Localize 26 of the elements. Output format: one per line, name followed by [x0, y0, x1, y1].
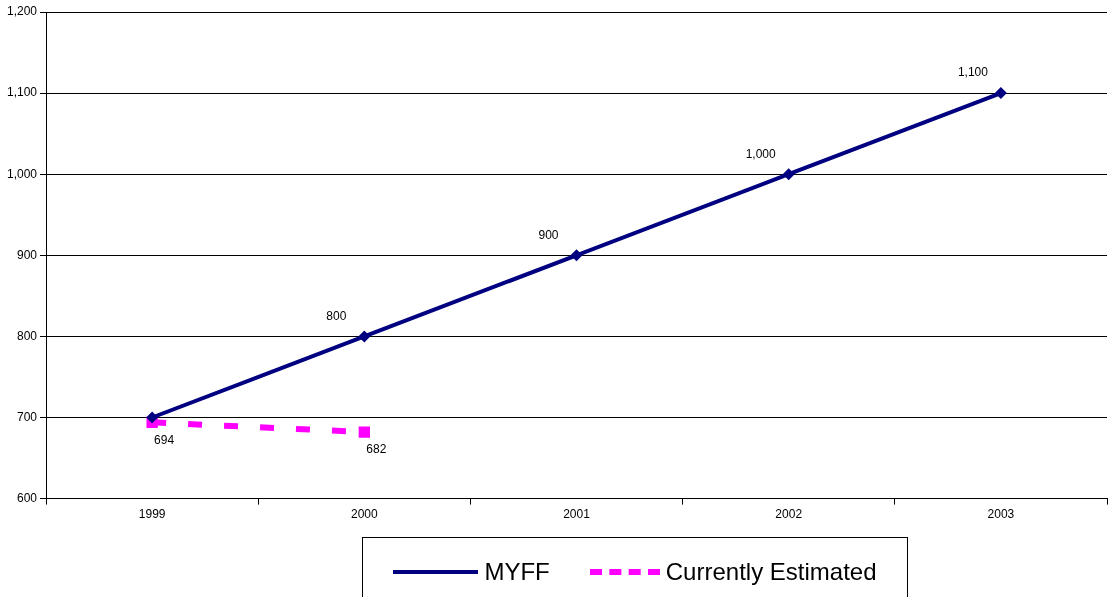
data-label: 694: [154, 432, 175, 447]
x-tick-label: 2000: [350, 507, 378, 522]
data-label: 1,000: [745, 146, 777, 161]
point: [570, 249, 583, 262]
x-tick-label: 2001: [563, 507, 591, 522]
point: [358, 426, 370, 438]
y-tick-label: 700: [17, 409, 38, 424]
data-label: 900: [538, 227, 559, 242]
legend-label: Currently Estimated: [665, 558, 877, 586]
point: [782, 168, 795, 181]
data-label: 682: [366, 442, 387, 457]
data-label: 1,100: [957, 65, 989, 80]
y-tick-label: 900: [17, 247, 38, 262]
data-label: 800: [326, 308, 347, 323]
point: [994, 87, 1007, 100]
legend-label: MYFF: [484, 558, 550, 586]
y-tick-label: 1,200: [7, 4, 38, 19]
x-tick-label: 2002: [775, 507, 803, 522]
point: [146, 411, 159, 424]
x-tick-label: 2003: [987, 507, 1015, 522]
point: [358, 330, 371, 343]
y-tick-label: 1,000: [7, 166, 38, 181]
x-tick-label: 1999: [138, 507, 166, 522]
y-tick-label: 1,100: [7, 85, 38, 100]
y-tick-label: 600: [17, 490, 38, 505]
y-tick-label: 800: [17, 328, 38, 343]
